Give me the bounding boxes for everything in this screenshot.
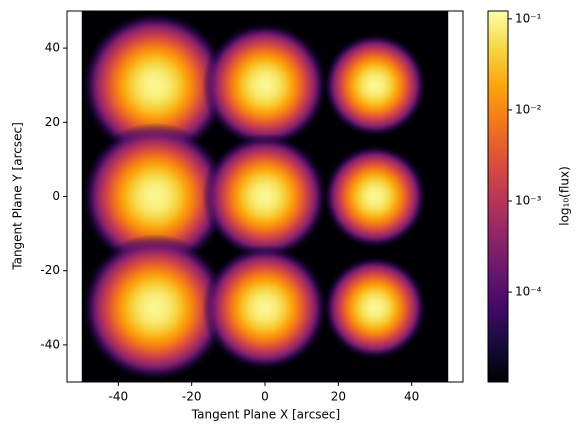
heatmap — [81, 11, 449, 382]
colorbar — [488, 11, 508, 382]
x-tick-label: 20 — [331, 390, 346, 404]
source — [202, 22, 328, 149]
y-axis-label: Tangent Plane Y [arcsec] — [11, 122, 25, 271]
y-tick-label: 0 — [52, 189, 60, 203]
source — [202, 133, 328, 260]
source — [81, 233, 229, 382]
x-tick-label: 0 — [261, 390, 269, 404]
source — [81, 11, 229, 160]
colorbar-label: log₁₀(flux) — [558, 166, 572, 226]
source — [202, 244, 328, 371]
y-tick-label: 40 — [45, 41, 60, 55]
colorbar-frame — [487, 10, 509, 383]
source — [323, 255, 427, 360]
colorbar-tick-label: 10⁻⁴ — [515, 285, 542, 299]
y-tick-label: 20 — [45, 115, 60, 129]
source — [323, 144, 427, 249]
colorbar-tick-label: 10⁻¹ — [515, 11, 542, 25]
x-tick-label: 40 — [404, 390, 419, 404]
source — [81, 122, 229, 271]
source — [323, 33, 427, 138]
y-tick-label: -20 — [40, 263, 60, 277]
x-axis-label: Tangent Plane X [arcsec] — [191, 408, 340, 422]
colorbar-tick-label: 10⁻³ — [515, 194, 542, 208]
x-tick-label: -40 — [109, 390, 129, 404]
x-tick-label: -20 — [182, 390, 202, 404]
colorbar-tick-label: 10⁻² — [515, 102, 542, 116]
y-tick-label: -40 — [40, 337, 60, 351]
